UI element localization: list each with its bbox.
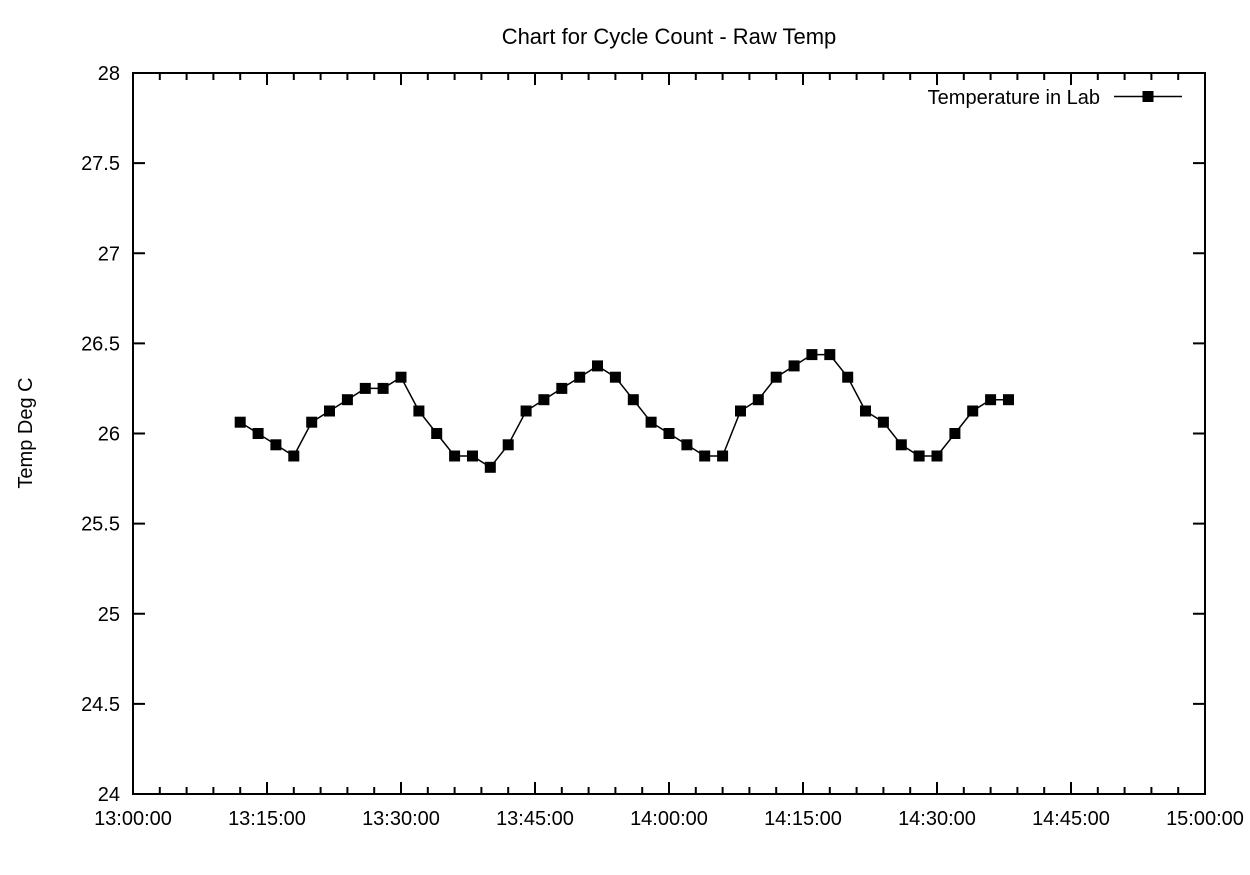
data-point — [413, 405, 425, 417]
data-point — [234, 416, 246, 428]
data-point — [931, 450, 943, 462]
data-point — [860, 405, 871, 417]
data-point — [359, 382, 371, 394]
data-point — [895, 439, 907, 451]
data-point — [288, 450, 300, 462]
data-point — [752, 394, 764, 406]
data-point — [663, 428, 675, 439]
series-line — [239, 353, 1009, 469]
data-point — [592, 360, 603, 372]
data-point — [770, 371, 782, 383]
x-tick-label: 14:30:00 — [898, 808, 976, 830]
data-point — [681, 439, 693, 451]
data-point — [395, 371, 407, 383]
data-point — [1003, 394, 1014, 406]
data-point — [574, 371, 586, 383]
legend-series-label: Temperature in Lab — [928, 87, 1100, 109]
data-point — [449, 450, 461, 462]
data-point — [520, 405, 532, 417]
data-point — [645, 416, 657, 428]
y-tick-label: 28 — [98, 63, 120, 85]
data-point — [824, 349, 836, 361]
data-point — [252, 428, 264, 439]
x-tick-label: 14:15:00 — [764, 808, 842, 830]
y-tick-label: 26 — [98, 424, 120, 446]
data-point — [484, 461, 496, 473]
plot-border — [132, 72, 1206, 795]
y-tick-label: 26.5 — [81, 333, 120, 355]
data-point — [788, 360, 800, 372]
x-tick-label: 13:15:00 — [228, 808, 306, 830]
legend-marker-square — [1142, 91, 1154, 102]
data-point — [377, 382, 389, 394]
data-point — [842, 371, 854, 383]
y-tick-label: 27 — [98, 243, 120, 265]
y-tick-label: 25.5 — [81, 514, 120, 536]
data-point — [627, 394, 639, 406]
y-tick-label: 25 — [98, 604, 120, 626]
legend: Temperature in Lab — [928, 87, 1182, 109]
data-point — [609, 371, 621, 383]
data-point — [717, 450, 729, 462]
y-axis-ticks: 24 24.5 25 25.5 26 26.5 27 27.5 28 — [81, 63, 1205, 806]
x-tick-label: 15:00:00 — [1166, 808, 1244, 830]
x-tick-label: 13:00:00 — [94, 808, 172, 830]
data-point — [877, 416, 889, 428]
data-series — [234, 349, 1014, 473]
data-point — [556, 382, 568, 394]
data-point — [324, 405, 335, 417]
data-point — [985, 394, 997, 406]
data-point — [735, 405, 746, 417]
x-tick-label: 13:45:00 — [496, 808, 574, 830]
data-point — [502, 439, 514, 451]
x-tick-label: 13:30:00 — [362, 808, 440, 830]
x-tick-label: 14:00:00 — [630, 808, 708, 830]
data-point — [913, 450, 925, 462]
data-point — [699, 450, 711, 462]
data-point — [467, 450, 478, 462]
data-point — [306, 416, 318, 428]
data-point — [949, 428, 961, 439]
y-tick-label: 24 — [98, 784, 120, 806]
data-point — [967, 405, 979, 417]
x-axis-ticks: 13:00:00 13:15:00 13:30:00 13:45:00 14:00:00… — [94, 73, 1244, 830]
data-point — [341, 394, 353, 406]
data-point — [270, 439, 282, 451]
data-point — [538, 394, 550, 406]
chart-title: Chart for Cycle Count - Raw Temp — [502, 24, 837, 49]
data-point — [806, 349, 818, 361]
y-tick-label: 24.5 — [81, 694, 120, 716]
y-axis-title: Temp Deg C — [15, 377, 37, 488]
y-tick-label: 27.5 — [81, 153, 120, 175]
x-tick-label: 14:45:00 — [1032, 808, 1110, 830]
data-point — [431, 428, 443, 439]
